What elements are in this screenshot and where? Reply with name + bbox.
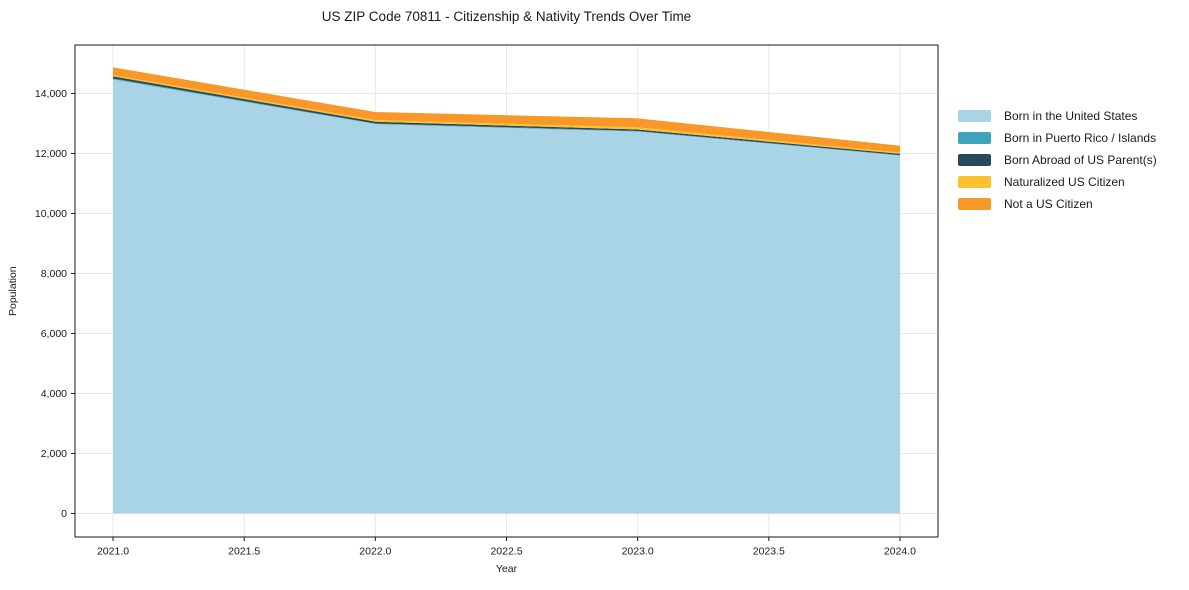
- legend-item: Not a US Citizen: [958, 197, 1157, 211]
- chart-title: US ZIP Code 70811 - Citizenship & Nativi…: [321, 9, 692, 24]
- y-tick-label: 12,000: [35, 148, 67, 160]
- legend-swatch-naturalized: [958, 176, 991, 188]
- x-tick-label: 2021.0: [97, 546, 129, 558]
- legend-swatch-born-abroad: [958, 154, 991, 166]
- y-tick-label: 4,000: [41, 388, 67, 400]
- area-band-2: [113, 76, 900, 156]
- y-tick-label: 6,000: [41, 328, 67, 340]
- legend-label: Born in the United States: [1004, 109, 1138, 123]
- legend-label: Naturalized US Citizen: [1004, 175, 1125, 189]
- y-axis-label: Population: [7, 266, 19, 316]
- area-band-3: [113, 75, 900, 154]
- x-tick-label: 2023.5: [753, 546, 785, 558]
- x-tick-label: 2022.5: [490, 546, 522, 558]
- legend-item: Born in the United States: [958, 109, 1157, 123]
- y-tick-label: 10,000: [35, 208, 67, 220]
- legend-swatch-not-citizen: [958, 198, 991, 210]
- x-tick-label: 2021.5: [228, 546, 260, 558]
- legend-swatch-born-in-us: [958, 110, 991, 122]
- x-tick-label: 2024.0: [884, 546, 916, 558]
- x-tick-label: 2022.0: [359, 546, 391, 558]
- legend: Born in the United States Born in Puerto…: [958, 109, 1157, 211]
- y-tick-label: 14,000: [35, 88, 67, 100]
- legend-label: Not a US Citizen: [1004, 197, 1093, 211]
- x-tick-label: 2023.0: [622, 546, 654, 558]
- legend-label: Born Abroad of US Parent(s): [1004, 153, 1157, 167]
- y-tick-label: 0: [61, 508, 67, 520]
- legend-item: Naturalized US Citizen: [958, 175, 1157, 189]
- area-band-4: [113, 67, 900, 153]
- y-tick-label: 2,000: [41, 448, 67, 460]
- legend-item: Born in Puerto Rico / Islands: [958, 131, 1157, 145]
- area-band-0: [113, 79, 900, 514]
- legend-swatch-born-in-puerto-rico: [958, 132, 991, 144]
- y-tick-label: 8,000: [41, 268, 67, 280]
- x-axis-label: Year: [495, 563, 518, 575]
- legend-label: Born in Puerto Rico / Islands: [1004, 131, 1157, 145]
- legend-item: Born Abroad of US Parent(s): [958, 153, 1157, 167]
